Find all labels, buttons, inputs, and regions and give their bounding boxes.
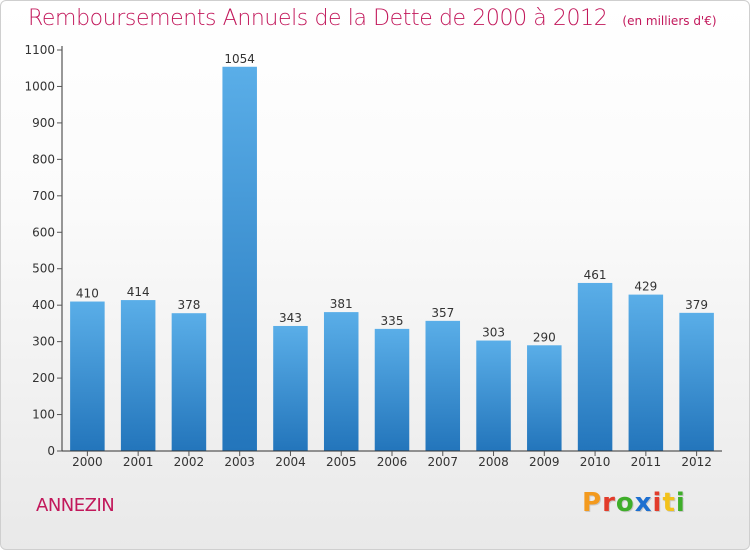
value-label: 378 <box>177 298 200 312</box>
logo-letter: i <box>675 488 686 518</box>
y-tick-label: 900 <box>32 116 55 130</box>
chart-title: Remboursements Annuels de la Dette de 20… <box>28 6 608 31</box>
y-tick-label: 1100 <box>24 43 55 57</box>
value-label: 379 <box>685 298 708 312</box>
x-tick-label: 2001 <box>123 455 154 469</box>
value-label: 414 <box>127 285 150 299</box>
x-tick-label: 2000 <box>72 455 103 469</box>
value-label: 335 <box>381 314 404 328</box>
bar-2004 <box>273 325 308 451</box>
bar-2002 <box>171 313 207 451</box>
value-label: 410 <box>76 287 99 301</box>
value-label: 461 <box>584 268 607 282</box>
y-tick-label: 1000 <box>24 79 55 93</box>
y-tick-label: 0 <box>47 444 55 458</box>
chart-subtitle: (en milliers d'€) <box>622 14 717 28</box>
bar-2003 <box>222 66 257 451</box>
x-tick-label: 2005 <box>326 455 357 469</box>
y-tick-label: 200 <box>32 371 55 385</box>
y-tick-label: 100 <box>32 408 55 422</box>
x-tick-label: 2008 <box>478 455 509 469</box>
bar-2008 <box>476 340 511 451</box>
bar-2012 <box>679 312 714 451</box>
proxiti-logo: Proxiti <box>582 488 686 518</box>
x-tick-label: 2002 <box>174 455 205 469</box>
value-label: 429 <box>634 280 657 294</box>
bars: 410 414 378 1054 343 381 335 357 303 290 461 429 379 <box>70 52 714 451</box>
bar-2001 <box>120 300 156 451</box>
y-tick-label: 300 <box>32 335 55 349</box>
value-label: 1054 <box>224 52 255 66</box>
bar-2000 <box>70 301 105 451</box>
x-tick-label: 2006 <box>377 455 408 469</box>
x-tick-label: 2010 <box>580 455 611 469</box>
bar-2009 <box>527 345 562 451</box>
y-tick-label: 500 <box>32 262 55 276</box>
x-tick-label: 2009 <box>529 455 560 469</box>
value-label: 303 <box>482 326 505 340</box>
value-label: 381 <box>330 297 353 311</box>
y-tick-label: 600 <box>32 225 55 239</box>
logo-letter: i <box>652 488 663 518</box>
y-tick-label: 700 <box>32 189 55 203</box>
value-label: 357 <box>431 306 454 320</box>
x-tick-label: 2011 <box>631 455 662 469</box>
bar-2010 <box>577 282 613 451</box>
bar-2011 <box>628 294 664 451</box>
y-tick-label: 800 <box>32 152 55 166</box>
x-tick-label: 2003 <box>224 455 255 469</box>
value-label: 343 <box>279 311 302 325</box>
x-tick-label: 2012 <box>681 455 712 469</box>
bar-2007 <box>425 320 461 451</box>
value-label: 290 <box>533 330 556 344</box>
x-tick-label: 2004 <box>275 455 306 469</box>
logo-letter: t <box>662 488 676 518</box>
y-axis: 0 100 200 300 400 500 600 700 800 900 1000 1100 <box>24 43 63 458</box>
y-tick-label: 400 <box>32 298 55 312</box>
title-row: Remboursements Annuels de la Dette de 20… <box>28 6 717 31</box>
bar-2006 <box>374 328 410 451</box>
logo-letter: r <box>602 488 616 518</box>
logo-letter: P <box>582 488 603 518</box>
x-axis: 2000 2001 2002 2003 2004 2005 2006 2007 2008 2009… <box>62 450 722 469</box>
commune-name: ANNEZIN <box>36 495 115 516</box>
logo-letter: x <box>634 488 653 518</box>
x-tick-label: 2007 <box>427 455 458 469</box>
bar-2005 <box>323 312 359 451</box>
logo-letter: o <box>615 488 635 518</box>
